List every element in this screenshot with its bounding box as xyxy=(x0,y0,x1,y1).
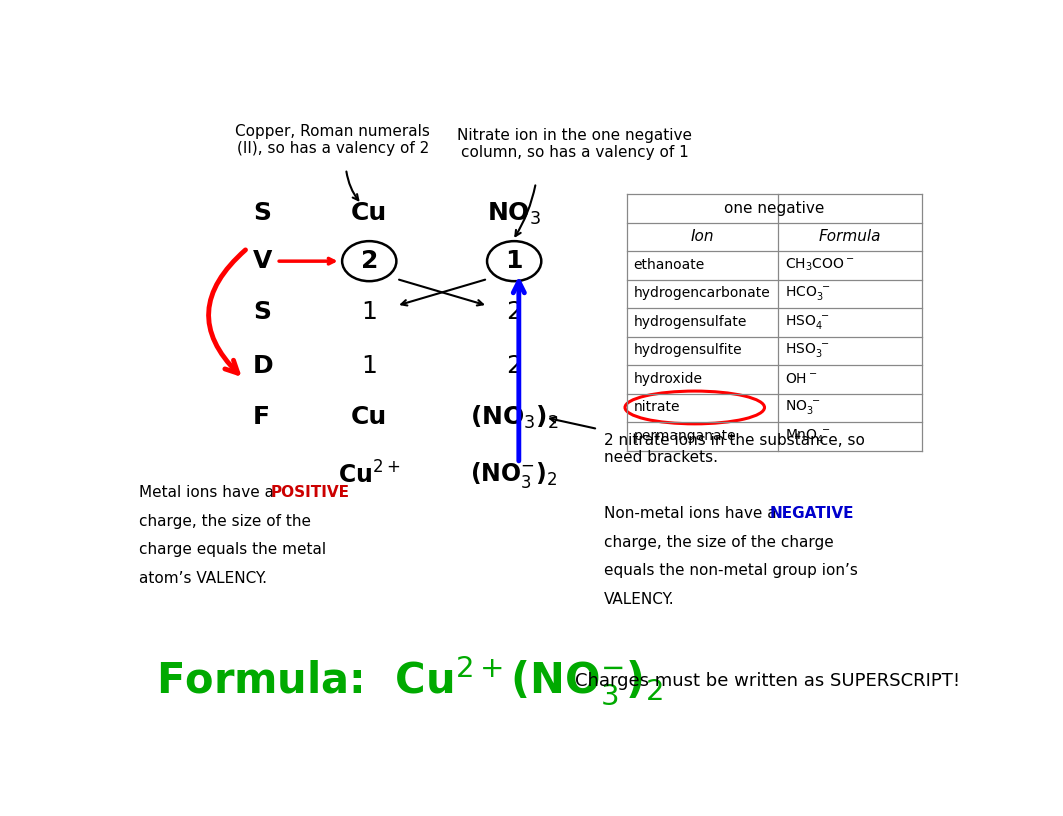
Text: (NO$_3^{-}$)$_2$: (NO$_3^{-}$)$_2$ xyxy=(471,460,558,490)
Text: charge, the size of the charge: charge, the size of the charge xyxy=(604,534,833,550)
Text: charge equals the metal: charge equals the metal xyxy=(139,543,326,557)
Text: Cu: Cu xyxy=(351,406,387,429)
Text: Cu$^{2+}$: Cu$^{2+}$ xyxy=(338,462,401,489)
Text: MnO$_4^{\ -}$: MnO$_4^{\ -}$ xyxy=(784,427,830,445)
Text: NO$_3$: NO$_3$ xyxy=(487,200,541,227)
Text: F: F xyxy=(253,406,270,429)
Text: 2 nitrate ions in the substance, so
need brackets.: 2 nitrate ions in the substance, so need… xyxy=(604,432,865,465)
FancyArrowPatch shape xyxy=(208,250,246,373)
Text: Ion: Ion xyxy=(691,229,714,244)
Text: S: S xyxy=(253,300,271,324)
Text: ethanoate: ethanoate xyxy=(634,258,705,272)
Text: equals the non-metal group ion’s: equals the non-metal group ion’s xyxy=(604,563,858,579)
Text: nitrate: nitrate xyxy=(634,401,680,415)
Text: permanganate: permanganate xyxy=(634,429,737,443)
Text: NO$_3^{\ -}$: NO$_3^{\ -}$ xyxy=(784,398,821,416)
Text: VALENCY.: VALENCY. xyxy=(604,592,675,606)
Text: HSO$_3^{\ -}$: HSO$_3^{\ -}$ xyxy=(784,341,829,360)
Text: POSITIVE: POSITIVE xyxy=(271,486,350,500)
Text: V: V xyxy=(253,249,272,273)
Text: hydrogensulfate: hydrogensulfate xyxy=(634,315,747,329)
Text: HSO$_4^{\ -}$: HSO$_4^{\ -}$ xyxy=(784,313,829,331)
Text: (NO$_3$)$_2$: (NO$_3$)$_2$ xyxy=(470,404,558,431)
Text: charge, the size of the: charge, the size of the xyxy=(139,514,311,529)
Text: HCO$_3^{\ -}$: HCO$_3^{\ -}$ xyxy=(784,285,830,303)
Text: NEGATIVE: NEGATIVE xyxy=(770,506,855,521)
Text: Nitrate ion in the one negative
column, so has a valency of 1: Nitrate ion in the one negative column, … xyxy=(457,128,692,160)
Text: Formula:  Cu$^{2+}$(NO$_3^{-}$)$_2$: Formula: Cu$^{2+}$(NO$_3^{-}$)$_2$ xyxy=(156,654,663,707)
Text: Formula: Formula xyxy=(819,229,881,244)
Text: 2: 2 xyxy=(506,354,522,378)
Text: Copper, Roman numerals
(II), so has a valency of 2: Copper, Roman numerals (II), so has a va… xyxy=(235,124,431,157)
Text: 1: 1 xyxy=(361,300,377,324)
Text: Metal ions have a: Metal ions have a xyxy=(139,486,279,500)
Text: atom’s VALENCY.: atom’s VALENCY. xyxy=(139,571,267,586)
Text: 1: 1 xyxy=(505,249,523,273)
Text: 1: 1 xyxy=(361,354,377,378)
Text: Non-metal ions have a: Non-metal ions have a xyxy=(604,506,781,521)
Text: Cu: Cu xyxy=(351,202,387,225)
Text: hydrogencarbonate: hydrogencarbonate xyxy=(634,286,771,300)
Text: OH$^-$: OH$^-$ xyxy=(784,372,817,386)
Text: 2: 2 xyxy=(360,249,378,273)
Text: Charges must be written as SUPERSCRIPT!: Charges must be written as SUPERSCRIPT! xyxy=(575,672,960,690)
Text: 2: 2 xyxy=(506,300,522,324)
Text: hydrogensulfite: hydrogensulfite xyxy=(634,344,742,357)
Text: S: S xyxy=(253,202,271,225)
Text: CH$_3$COO$^-$: CH$_3$COO$^-$ xyxy=(784,257,855,273)
Text: one negative: one negative xyxy=(724,201,825,215)
Text: hydroxide: hydroxide xyxy=(634,372,703,386)
Text: D: D xyxy=(253,354,273,378)
